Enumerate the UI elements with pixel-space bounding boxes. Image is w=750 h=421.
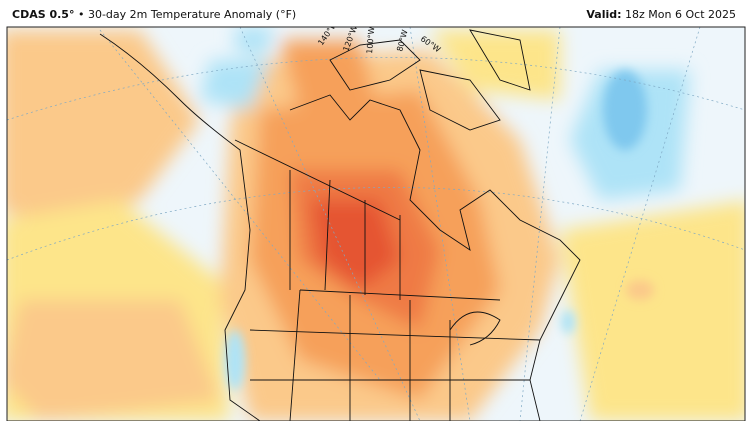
valid-label: Valid: [586,8,622,21]
valid-time: 18z Mon 6 Oct 2025 [625,8,736,21]
header: CDAS 0.5° • 30-day 2m Temperature Anomal… [0,0,750,26]
anomaly-field: 140°W 120°W 100°W 80°W 60°W [7,26,745,421]
map-title: 30-day 2m Temperature Anomaly (°F) [87,8,297,21]
separator: • [77,8,85,21]
longitude-label: 100°W [365,26,376,54]
model-name: CDAS 0.5° [12,8,75,21]
